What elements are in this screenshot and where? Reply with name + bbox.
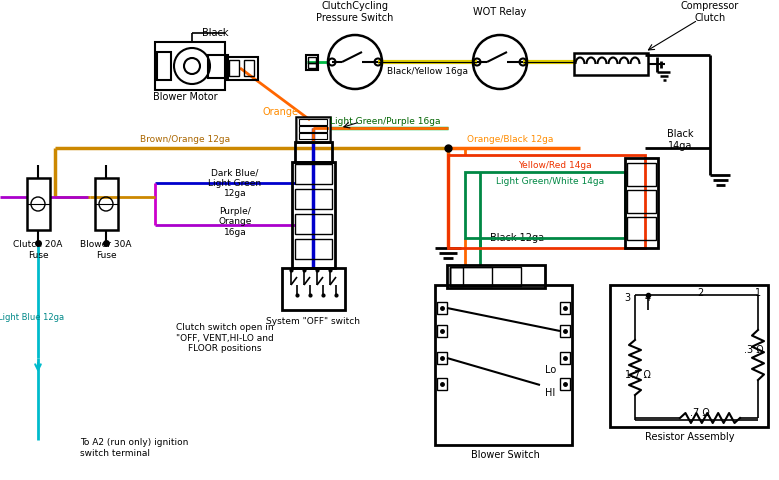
Text: Light Green/Purple 16ga: Light Green/Purple 16ga [330,118,440,127]
Bar [450,267,463,286]
Text: Light Green/White 14ga: Light Green/White 14ga [496,178,604,187]
Text: Black
14ga: Black 14ga [667,129,693,151]
Bar [465,172,625,238]
Text: Blower Switch: Blower Switch [471,450,539,460]
Text: Black 12ga: Black 12ga [490,233,544,243]
Text: Lo: Lo [545,365,556,375]
Text: ClutchCycling
Pressure Switch: ClutchCycling Pressure Switch [316,1,393,23]
Bar [292,162,335,268]
Text: 3: 3 [624,293,630,303]
Bar [295,239,332,259]
Bar [437,325,447,337]
Text: Blower 30A
Fuse: Blower 30A Fuse [80,240,132,260]
Text: Orange: Orange [263,107,299,117]
Bar [299,126,327,132]
Text: Clutch switch open in
"OFF, VENT,HI-LO and
FLOOR positions: Clutch switch open in "OFF, VENT,HI-LO a… [176,323,274,353]
Bar [448,155,645,248]
Bar [627,217,656,240]
Bar [208,55,228,78]
Text: Black: Black [202,28,228,38]
Text: Blower Motor: Blower Motor [153,92,217,102]
Bar [306,55,318,70]
Bar [435,285,572,445]
Bar [157,52,171,80]
Text: Purple/
Orange
16ga: Purple/ Orange 16ga [218,207,252,237]
Text: Compressor
Clutch: Compressor Clutch [681,1,739,23]
Text: 1: 1 [755,288,761,298]
Bar [295,189,332,209]
Bar [27,178,50,230]
Bar [560,352,570,364]
Text: System "OFF" switch: System "OFF" switch [266,317,360,326]
Text: HI: HI [545,388,555,398]
Bar [437,378,447,390]
Text: Clutch 20A
Fuse: Clutch 20A Fuse [13,240,62,260]
Bar [627,190,656,213]
Bar [627,163,656,186]
Text: Yellow/Red 14ga: Yellow/Red 14ga [518,160,592,169]
Text: 2: 2 [697,288,703,298]
Bar [560,325,570,337]
Text: Dark Blue/
Light Green
12ga: Dark Blue/ Light Green 12ga [209,168,262,198]
Bar [226,57,258,80]
Bar [297,118,329,141]
Text: Resistor Assembly: Resistor Assembly [645,432,735,442]
Bar [295,142,332,162]
Bar [560,302,570,314]
Bar [296,117,330,142]
Bar [282,268,345,310]
Bar [610,285,768,427]
Text: To A2 (run only) ignition
switch terminal: To A2 (run only) ignition switch termina… [80,438,189,458]
Bar [560,378,570,390]
Text: .3 Ω: .3 Ω [744,345,764,355]
Bar [299,133,327,139]
Bar [295,164,332,184]
Bar [574,53,648,75]
Bar [308,57,316,63]
Bar [95,178,118,230]
Text: WOT Relay: WOT Relay [474,7,527,17]
Bar [437,302,447,314]
Text: Grey/Light Blue 12ga: Grey/Light Blue 12ga [0,313,65,323]
Bar [244,60,254,76]
Text: Orange/Black 12ga: Orange/Black 12ga [467,135,553,144]
Bar [308,63,316,68]
Bar [299,119,327,125]
Text: Black/Yellow 16ga: Black/Yellow 16ga [387,68,468,76]
Bar [450,267,492,286]
Bar [437,352,447,364]
Text: Brown/Orange 12ga: Brown/Orange 12ga [140,135,230,144]
Bar [155,42,225,90]
Text: 1.7 Ω: 1.7 Ω [625,370,651,380]
Bar [229,60,239,76]
Bar [447,265,545,288]
Text: .7 Ω: .7 Ω [690,408,710,418]
Bar [450,267,521,286]
Bar [625,158,658,248]
Bar [295,214,332,234]
Text: 4: 4 [645,293,651,303]
